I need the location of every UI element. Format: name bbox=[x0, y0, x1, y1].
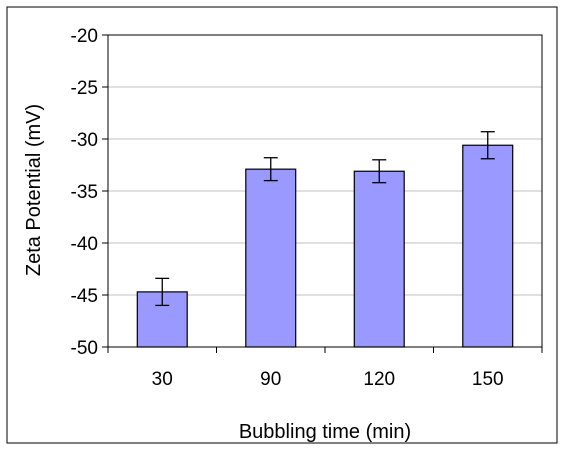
bar bbox=[353, 170, 405, 348]
y-tick-label: -25 bbox=[71, 78, 98, 99]
x-tick-label: 120 bbox=[363, 369, 395, 390]
y-tick-label: -35 bbox=[71, 182, 98, 203]
error-bars bbox=[155, 131, 495, 307]
x-axis-ticks: 30 90 120 150 bbox=[107, 347, 543, 390]
y-tick-label: -20 bbox=[71, 26, 98, 47]
x-tick-label: 90 bbox=[260, 369, 281, 390]
bar bbox=[462, 144, 514, 348]
x-axis-title: Bubbling time (min) bbox=[239, 421, 411, 443]
y-axis-ticks: -20 -25 -30 -35 -40 -45 -50 bbox=[71, 26, 108, 359]
chart-frame bbox=[6, 6, 558, 444]
y-tick-label: -30 bbox=[71, 130, 98, 151]
y-tick-label: -45 bbox=[71, 286, 98, 307]
bars bbox=[136, 144, 514, 348]
bar bbox=[245, 168, 297, 348]
y-tick-label: -40 bbox=[71, 234, 98, 255]
x-tick-label: 150 bbox=[472, 369, 504, 390]
y-tick-label: -50 bbox=[71, 338, 98, 359]
y-axis-title: Zeta Potential (mV) bbox=[23, 104, 45, 276]
x-tick-label: 30 bbox=[152, 369, 173, 390]
